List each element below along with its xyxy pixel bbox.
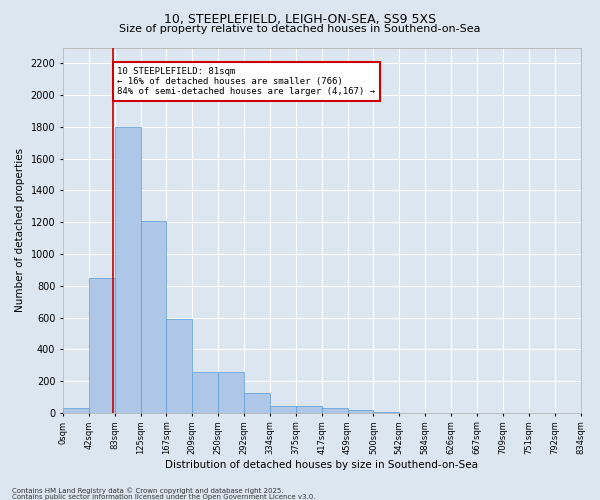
Bar [140, 220, 166, 413]
Bar [89, 278, 115, 413]
Y-axis label: Number of detached properties: Number of detached properties [15, 148, 25, 312]
Text: Contains HM Land Registry data © Crown copyright and database right 2025.: Contains HM Land Registry data © Crown c… [12, 488, 284, 494]
Bar [218, 372, 244, 413]
Text: Size of property relative to detached houses in Southend-on-Sea: Size of property relative to detached ho… [119, 24, 481, 34]
Bar [347, 410, 373, 413]
Text: 10 STEEPLEFIELD: 81sqm
← 16% of detached houses are smaller (766)
84% of semi-de: 10 STEEPLEFIELD: 81sqm ← 16% of detached… [118, 66, 376, 96]
X-axis label: Distribution of detached houses by size in Southend-on-Sea: Distribution of detached houses by size … [165, 460, 478, 470]
Bar [373, 412, 400, 413]
Text: 10, STEEPLEFIELD, LEIGH-ON-SEA, SS9 5XS: 10, STEEPLEFIELD, LEIGH-ON-SEA, SS9 5XS [164, 12, 436, 26]
Text: Contains public sector information licensed under the Open Government Licence v3: Contains public sector information licen… [12, 494, 316, 500]
Bar [244, 393, 270, 413]
Bar [296, 406, 322, 413]
Bar [166, 319, 193, 413]
Bar [270, 406, 296, 413]
Bar [63, 408, 89, 413]
Bar [322, 408, 347, 413]
Bar [193, 372, 218, 413]
Bar [115, 127, 140, 413]
